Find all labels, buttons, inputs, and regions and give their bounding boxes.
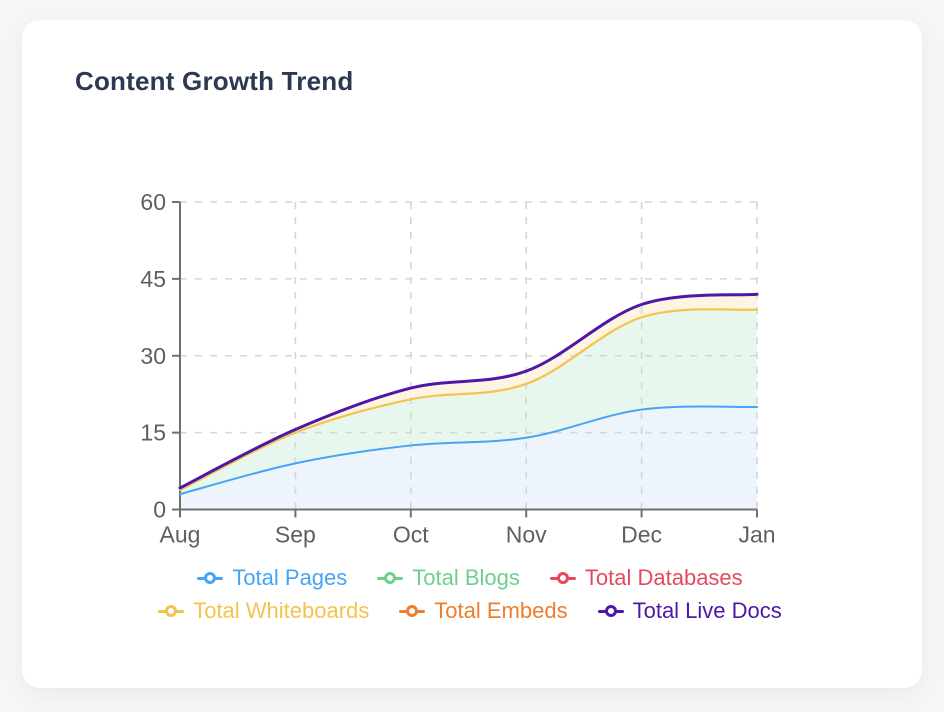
chart-title: Content Growth Trend bbox=[75, 66, 354, 96]
legend-item-total-pages[interactable]: Total Pages bbox=[197, 565, 348, 590]
series-band-total-whiteboards bbox=[180, 309, 757, 495]
growth-chart-svg: 0 15 30 45 60 Aug Sep Oct Nov Dec Jan bbox=[140, 189, 775, 548]
chart-legend: Total Pages Total Blogs Total Databases Tot… bbox=[108, 565, 832, 624]
y-tick-label-60: 60 bbox=[140, 189, 166, 215]
series-line-total-live-docs bbox=[178, 292, 759, 490]
y-tick-label-15: 15 bbox=[140, 420, 166, 446]
legend-item-total-whiteboards[interactable]: Total Whiteboards bbox=[158, 598, 370, 624]
legend-line-dot-icon bbox=[197, 572, 224, 585]
chart-area: 0 15 30 45 60 Aug Sep Oct Nov Dec Jan bbox=[108, 172, 808, 560]
series-line-total-pages bbox=[179, 405, 758, 496]
legend-item-total-live-docs[interactable]: Total Live Docs bbox=[597, 598, 782, 624]
legend-label-total-embeds: Total Embeds bbox=[434, 598, 568, 624]
legend-label-total-databases: Total Databases bbox=[584, 565, 743, 590]
x-tick-label-dec: Dec bbox=[621, 522, 662, 548]
y-tick-label-45: 45 bbox=[140, 266, 166, 292]
series-band-total-live-docs bbox=[180, 294, 757, 491]
legend-line-dot-icon bbox=[597, 605, 624, 618]
legend-item-total-databases[interactable]: Total Databases bbox=[549, 565, 743, 590]
legend-label-total-pages: Total Pages bbox=[232, 565, 348, 590]
x-tick-label-nov: Nov bbox=[506, 522, 547, 548]
legend-label-total-live-docs: Total Live Docs bbox=[632, 598, 782, 624]
series-band-total-pages bbox=[180, 406, 757, 510]
legend-item-total-blogs[interactable]: Total Blogs bbox=[377, 565, 520, 590]
legend-label-total-whiteboards: Total Whiteboards bbox=[193, 598, 370, 624]
y-tick-label-0: 0 bbox=[153, 497, 166, 523]
legend-row-2: Total Whiteboards Total Embeds Total Live … bbox=[158, 598, 782, 624]
legend-line-dot-icon bbox=[549, 572, 576, 585]
legend-item-total-embeds[interactable]: Total Embeds bbox=[399, 598, 568, 624]
x-tick-label-aug: Aug bbox=[160, 522, 201, 548]
x-tick-label-sep: Sep bbox=[275, 522, 316, 548]
legend-row-1: Total Pages Total Blogs Total Databases bbox=[197, 565, 743, 590]
series-line-total-whiteboards bbox=[178, 308, 759, 492]
legend-line-dot-icon bbox=[158, 605, 185, 618]
legend-label-total-blogs: Total Blogs bbox=[412, 565, 520, 590]
x-tick-label-oct: Oct bbox=[393, 522, 429, 548]
legend-line-dot-icon bbox=[399, 605, 426, 618]
y-tick-label-30: 30 bbox=[140, 343, 166, 369]
x-tick-label-jan: Jan bbox=[738, 522, 775, 548]
legend-line-dot-icon bbox=[377, 572, 404, 585]
chart-card: Content Growth Trend 0 15 30 45 60 Aug Sep Oct N… bbox=[22, 20, 922, 688]
